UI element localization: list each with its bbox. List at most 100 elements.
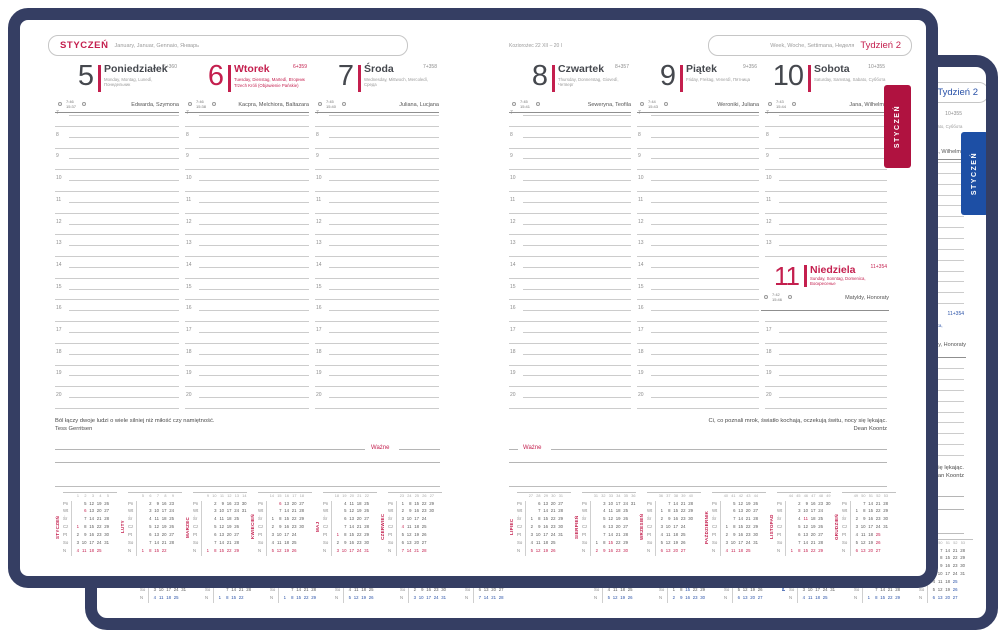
day-ordinal: 9+356 (742, 64, 757, 70)
mini-date: 22 (356, 532, 362, 538)
hour-label: 15 (316, 283, 322, 290)
mini-day-label: Wt (582, 508, 591, 517)
mini-date: 16 (608, 547, 613, 553)
hour-line (69, 266, 179, 268)
mini-date: 12 (406, 532, 412, 538)
mini-date: 10 (608, 500, 613, 506)
sunrise-time: 7:45 (520, 99, 528, 104)
mini-day-label: N (712, 547, 721, 556)
mini-date: 20 (745, 508, 751, 514)
mini-day-label: Wt (128, 508, 137, 517)
hour-line (329, 288, 439, 290)
sunset-icon (788, 295, 792, 299)
hour-label: 12 (56, 218, 62, 225)
mini-date: 18 (620, 586, 625, 592)
mini-date: 12 (860, 539, 866, 545)
mini-day-row: So 7 14 21 28 (128, 539, 182, 548)
hour-line (55, 125, 179, 127)
mini-date: 27 (952, 594, 958, 600)
mini-date: 6 (538, 500, 541, 506)
mini-week-number: 40 (723, 494, 728, 498)
mini-date: 25 (96, 547, 102, 553)
hour-line (509, 364, 631, 366)
mini-date (786, 540, 794, 548)
mini-date: 6 (279, 500, 282, 506)
mini-week-number: 36 (658, 494, 663, 498)
mini-date (881, 548, 889, 556)
mini-date (504, 587, 512, 595)
hour-line (779, 223, 887, 225)
mini-week-number: 9 (206, 494, 209, 498)
mini-date: 17 (615, 500, 621, 506)
mini-month-label: STYCZEŃ (55, 515, 60, 539)
mini-date: 25 (818, 516, 823, 522)
mini-week-number: 41 (731, 494, 736, 498)
mini-date: 20 (96, 508, 102, 514)
mini-date: 8 (798, 547, 801, 553)
mini-date: 5 (214, 524, 217, 530)
sunrise-icon (768, 102, 772, 106)
sunrise-time: 7:43 (776, 99, 784, 104)
hour-label: 20 (510, 392, 516, 399)
mini-date (705, 587, 713, 595)
mini-date: 13 (665, 547, 671, 553)
mini-day-label: Cz (63, 524, 72, 533)
hour-line (315, 407, 439, 409)
mini-date (881, 532, 889, 540)
mini-date: 16 (89, 532, 94, 538)
hour-label: 13 (638, 240, 644, 247)
hour-line (185, 321, 309, 323)
mini-date: 24 (875, 524, 881, 530)
hour-line (329, 136, 439, 138)
hour-label: 11 (510, 196, 516, 203)
mini-day-label: N (647, 547, 656, 556)
hour-line (329, 115, 439, 116)
mini-date: 24 (623, 500, 628, 506)
mini-month-label: LISTOPAD (769, 514, 774, 540)
hour-line (55, 169, 179, 171)
mini-date: 14 (868, 500, 873, 506)
sunrise-time: 7:46 (66, 99, 74, 104)
mini-date: 5 (344, 508, 347, 514)
mini-day-label: Wt (712, 508, 721, 517)
mini-week-number: 21 (357, 494, 362, 498)
mini-day-label: Śr (777, 516, 786, 525)
front-spread: STYCZEŃ January, Januar, Gennaio, Январь K… (20, 20, 926, 576)
mini-date: 18 (89, 547, 94, 553)
mini-date: 23 (818, 500, 823, 506)
mini-date (427, 540, 435, 548)
mini-date: 15 (543, 516, 548, 522)
mini-day-label: So (919, 586, 928, 595)
mini-week-number: 14 (242, 494, 247, 498)
mini-date: 29 (311, 594, 316, 600)
hour-line (651, 288, 759, 290)
mini-day-label: So (594, 586, 603, 595)
notes-line (55, 462, 440, 463)
day-number: 10 (772, 60, 804, 92)
mini-date: 6 (214, 532, 217, 538)
mini-week-number: 5 (141, 494, 144, 498)
mini-day-row: So 3 10 17 24 31 (789, 586, 843, 595)
mini-date: 11 (159, 594, 164, 600)
mini-week-number: 1 (76, 494, 79, 498)
mini-date: 25 (623, 508, 628, 514)
mini-day-row: N 1 8 15 22 (128, 547, 182, 556)
hour-line (523, 223, 631, 225)
mini-day-label: Pt (128, 532, 137, 540)
mini-week-number: 13 (234, 494, 239, 498)
mini-date: 15 (414, 500, 419, 506)
day-accent-bar (804, 265, 807, 287)
hour-line (523, 397, 631, 399)
mini-date: 25 (550, 539, 556, 545)
